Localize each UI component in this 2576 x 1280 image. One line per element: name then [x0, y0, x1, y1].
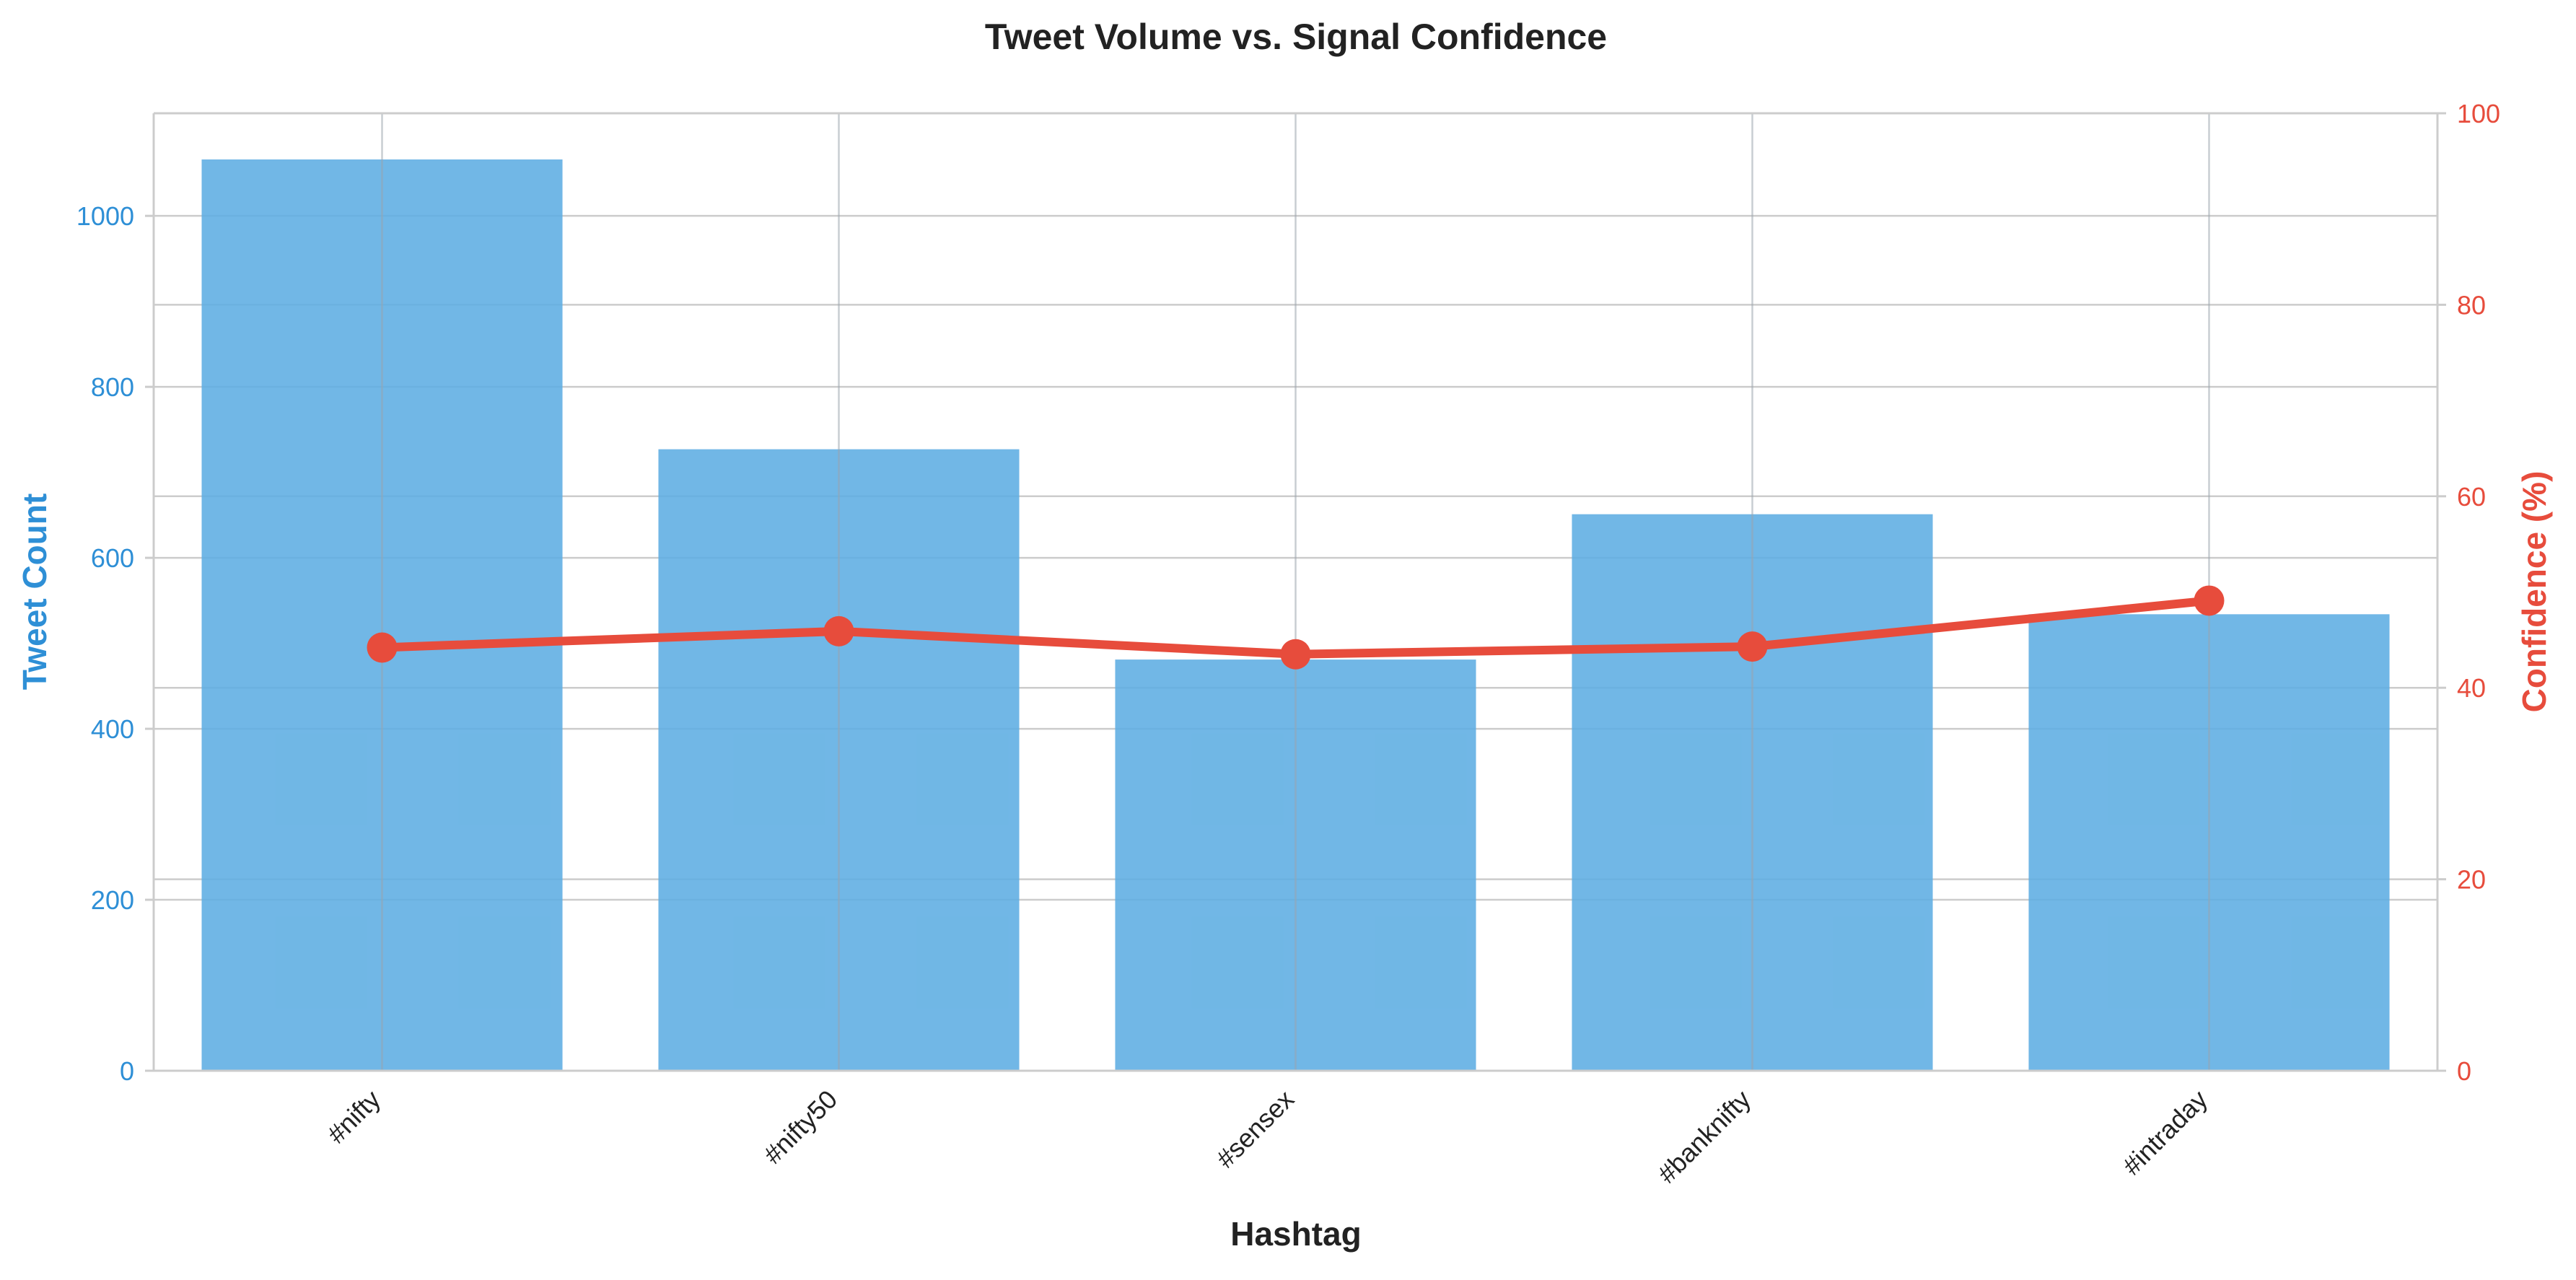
y-tick-left-5: 1000 — [76, 201, 134, 231]
y-tick-right-0: 0 — [2457, 1056, 2471, 1086]
confidence-point-1 — [823, 615, 854, 646]
y-tick-left-4: 800 — [91, 372, 134, 402]
y-tick-right-2: 40 — [2457, 673, 2486, 703]
line-layer — [367, 585, 2225, 670]
y-tick-right-3: 60 — [2457, 482, 2486, 512]
confidence-point-4 — [2194, 585, 2225, 616]
x-tick-4: #intraday — [2116, 1084, 2213, 1181]
confidence-point-3 — [1737, 631, 1768, 662]
x-tick-0: #nifty — [321, 1084, 386, 1149]
y-tick-right-5: 100 — [2457, 99, 2500, 128]
y-axis-title-left: Tweet Count — [16, 494, 53, 691]
y-tick-left-2: 400 — [91, 714, 134, 744]
y-tick-right-4: 80 — [2457, 290, 2486, 320]
confidence-point-2 — [1280, 639, 1311, 670]
x-tick-2: #sensex — [1210, 1084, 1300, 1174]
bar-layer — [201, 113, 2390, 1071]
y-tick-left-0: 0 — [120, 1056, 134, 1086]
y-tick-left-1: 200 — [91, 885, 134, 915]
y-tick-right-1: 20 — [2457, 865, 2486, 895]
x-axis-title: Hashtag — [1230, 1215, 1361, 1253]
confidence-point-0 — [367, 632, 398, 663]
x-tick-1: #nifty50 — [758, 1084, 843, 1170]
y-tick-left-3: 600 — [91, 543, 134, 573]
x-tick-3: #banknifty — [1652, 1084, 1756, 1189]
chart-title: Tweet Volume vs. Signal Confidence — [985, 17, 1607, 57]
y-axis-title-right: Confidence (%) — [2515, 471, 2553, 713]
